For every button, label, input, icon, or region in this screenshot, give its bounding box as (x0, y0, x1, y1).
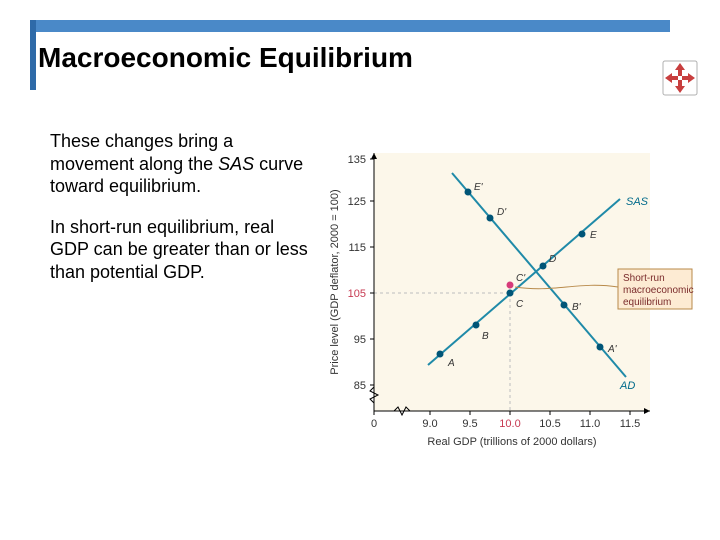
svg-text:macroeconomic: macroeconomic (623, 285, 694, 296)
slide: Macroeconomic Equilibrium These changes … (0, 0, 720, 540)
svg-text:135: 135 (348, 154, 366, 166)
svg-text:115: 115 (348, 242, 366, 254)
svg-text:105: 105 (348, 288, 366, 300)
svg-text:Price level (GDP deflator, 200: Price level (GDP deflator, 2000 = 100) (329, 189, 341, 374)
svg-text:E': E' (474, 182, 484, 193)
paragraph-2: In short-run equilibrium, real GDP can b… (50, 216, 310, 284)
svg-text:95: 95 (354, 334, 366, 346)
svg-text:C': C' (516, 273, 526, 284)
svg-text:85: 85 (354, 380, 366, 392)
svg-text:SAS: SAS (626, 196, 649, 208)
p1-a: These changes bring a movement along the (50, 131, 233, 174)
svg-text:Real GDP (trillions of 2000 do: Real GDP (trillions of 2000 dollars) (427, 436, 596, 448)
p1-sas: SAS (218, 154, 254, 174)
svg-text:A': A' (607, 344, 618, 355)
svg-text:9.0: 9.0 (422, 418, 437, 430)
svg-text:Short-run: Short-run (623, 273, 665, 284)
title-block: Macroeconomic Equilibrium (30, 42, 413, 74)
svg-text:11.5: 11.5 (620, 418, 641, 430)
paragraph-1: These changes bring a movement along the… (50, 130, 310, 198)
svg-text:E: E (590, 230, 597, 241)
page-title: Macroeconomic Equilibrium (38, 42, 413, 74)
svg-text:9.5: 9.5 (462, 418, 477, 430)
svg-text:D': D' (497, 207, 507, 218)
equilibrium-chart: SASAD09.09.510.010.511.011.5859510511512… (320, 135, 700, 465)
svg-text:C: C (516, 299, 524, 310)
svg-text:B': B' (572, 302, 582, 313)
body-text: These changes bring a movement along the… (50, 130, 310, 301)
move-arrows-icon (662, 60, 698, 96)
svg-text:0: 0 (371, 418, 377, 430)
svg-text:AD: AD (619, 380, 635, 392)
svg-text:D: D (549, 254, 556, 265)
svg-text:B: B (482, 331, 489, 342)
svg-text:10.0: 10.0 (499, 418, 520, 430)
svg-text:125: 125 (348, 196, 366, 208)
svg-text:11.0: 11.0 (580, 418, 601, 430)
svg-text:10.5: 10.5 (539, 418, 560, 430)
title-top-bar (30, 20, 670, 32)
svg-text:equilibrium: equilibrium (623, 297, 671, 308)
svg-text:A: A (447, 358, 455, 369)
